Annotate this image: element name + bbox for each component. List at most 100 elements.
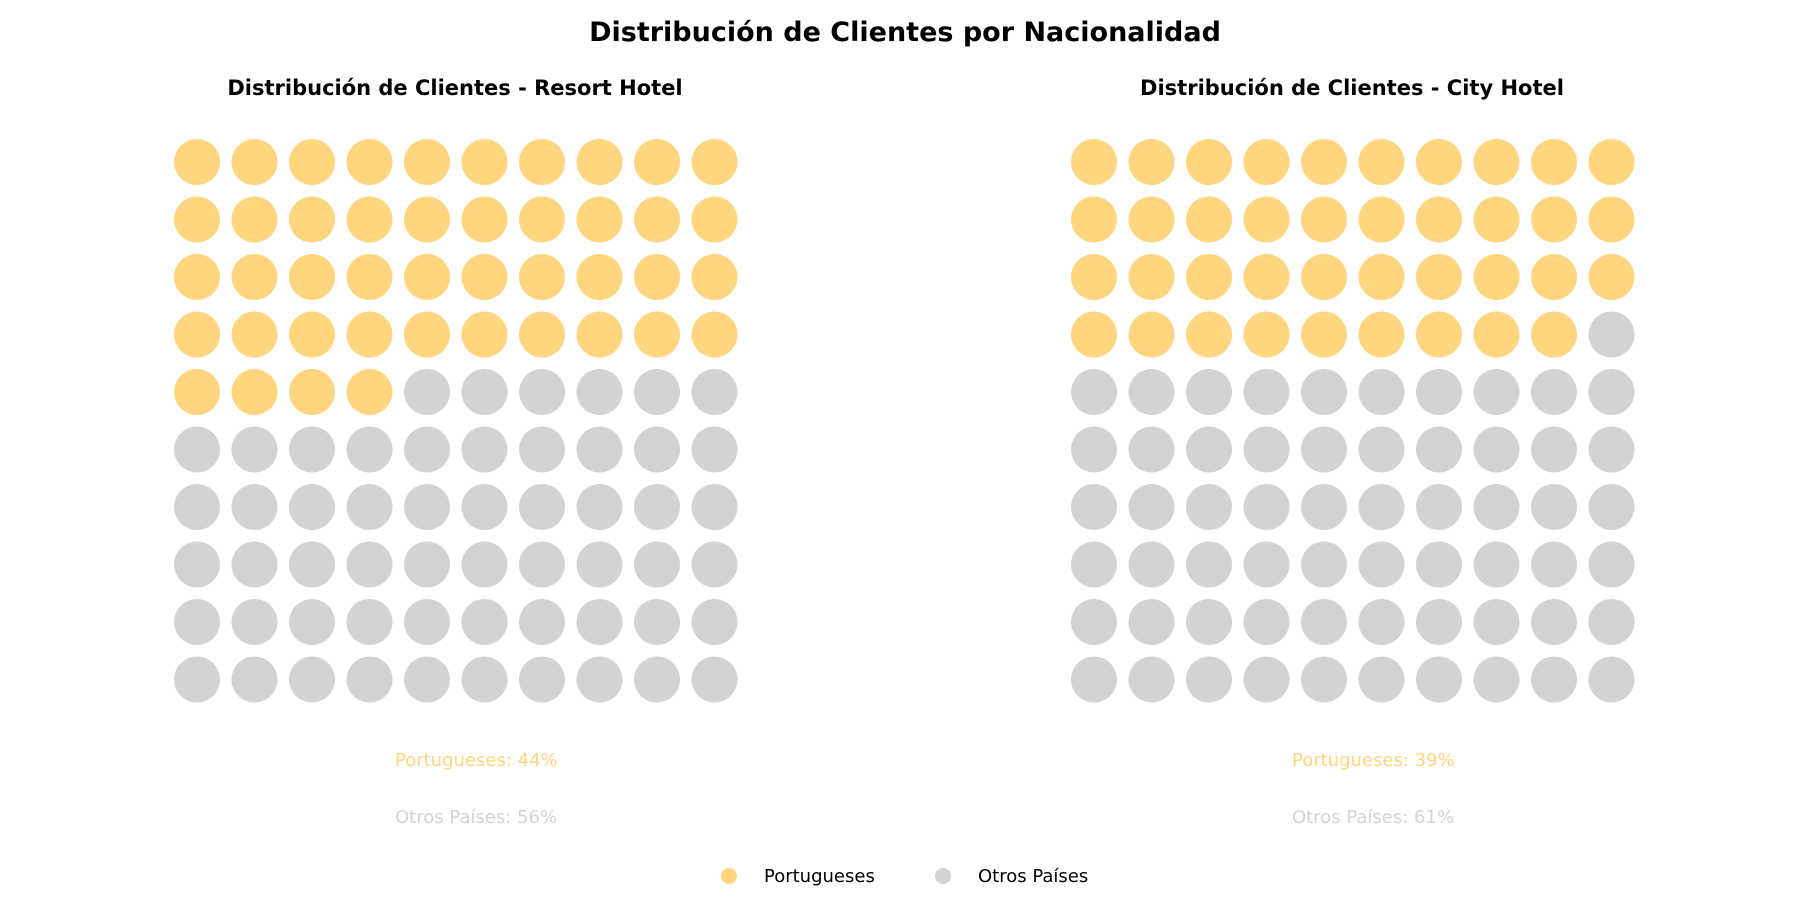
waffle-cell-portugueses	[1416, 311, 1462, 358]
waffle-cell-otros	[1243, 369, 1290, 415]
waffle-cell-portugueses	[1473, 139, 1520, 185]
waffle-cell-portugueses	[1473, 311, 1520, 358]
panel-title-city-hotel: Distribución de Clientes - City Hotel	[1140, 76, 1564, 100]
waffle-cell-otros	[1301, 656, 1347, 703]
waffle-cell-portugueses	[404, 311, 450, 358]
label-otros-resort: Otros Países: 56%	[395, 807, 557, 828]
waffle-cell-portugueses	[461, 196, 508, 243]
waffle-cell-otros	[1128, 656, 1175, 703]
waffle-cell-portugueses	[289, 369, 335, 415]
waffle-cell-otros	[174, 426, 220, 473]
waffle-cell-otros	[1071, 426, 1117, 473]
waffle-cell-portugueses	[1243, 139, 1290, 185]
waffle-cell-portugueses	[1186, 196, 1232, 243]
waffle-cell-portugueses	[404, 139, 450, 185]
waffle-cell-otros	[1588, 541, 1635, 588]
waffle-cell-otros	[519, 484, 565, 530]
waffle-cell-otros	[1416, 484, 1462, 530]
waffle-grid-city-hotel	[1071, 139, 1635, 703]
waffle-cell-portugueses	[1186, 311, 1232, 358]
waffle-cell-otros	[519, 599, 565, 645]
waffle-cell-portugueses	[691, 139, 738, 185]
waffle-cell-otros	[691, 541, 738, 588]
waffle-cell-otros	[346, 656, 393, 703]
waffle-cell-otros	[1531, 656, 1577, 703]
waffle-cell-otros	[1186, 369, 1232, 415]
waffle-cell-portugueses	[1416, 139, 1462, 185]
waffle-cell-otros	[1416, 369, 1462, 415]
waffle-cell-otros	[346, 426, 393, 473]
waffle-cell-otros	[1128, 541, 1175, 588]
waffle-cell-otros	[1358, 369, 1405, 415]
waffle-cell-otros	[1186, 656, 1232, 703]
waffle-cell-portugueses	[519, 311, 565, 358]
waffle-cell-portugueses	[1588, 196, 1635, 243]
waffle-cell-portugueses	[174, 369, 220, 415]
waffle-cell-portugueses	[1243, 311, 1290, 358]
waffle-cell-otros	[1473, 484, 1520, 530]
waffle-cell-portugueses	[289, 196, 335, 243]
waffle-cell-otros	[1358, 599, 1405, 645]
waffle-cell-otros	[634, 656, 680, 703]
waffle-cell-otros	[404, 656, 450, 703]
waffle-cell-otros	[231, 484, 278, 530]
waffle-cell-otros	[174, 656, 220, 703]
waffle-cell-portugueses	[519, 139, 565, 185]
waffle-cell-portugueses	[174, 139, 220, 185]
waffle-cell-portugueses	[1301, 254, 1347, 300]
waffle-grid-resort-hotel	[174, 139, 738, 703]
waffle-cell-otros	[1301, 369, 1347, 415]
waffle-cell-otros	[346, 541, 393, 588]
waffle-cell-otros	[1531, 541, 1577, 588]
waffle-cell-otros	[1416, 599, 1462, 645]
waffle-cell-otros	[634, 599, 680, 645]
waffle-cell-portugueses	[1531, 311, 1577, 358]
waffle-cell-otros	[404, 426, 450, 473]
label-otros-city: Otros Países: 61%	[1292, 807, 1454, 828]
waffle-cell-otros	[576, 656, 623, 703]
waffle-cell-portugueses	[576, 254, 623, 300]
waffle-cell-otros	[1473, 426, 1520, 473]
waffle-cell-portugueses	[1531, 196, 1577, 243]
waffle-cell-portugueses	[691, 254, 738, 300]
waffle-cell-portugueses	[1128, 311, 1175, 358]
waffle-cell-portugueses	[576, 311, 623, 358]
waffle-cell-otros	[231, 426, 278, 473]
waffle-cell-portugueses	[1416, 196, 1462, 243]
waffle-cell-portugueses	[1128, 139, 1175, 185]
waffle-cell-otros	[1186, 599, 1232, 645]
waffle-cell-otros	[519, 426, 565, 473]
waffle-cell-otros	[634, 369, 680, 415]
waffle-cell-portugueses	[576, 196, 623, 243]
waffle-cell-otros	[634, 484, 680, 530]
label-portugueses-resort: Portugueses: 44%	[395, 750, 558, 771]
waffle-cell-otros	[1243, 484, 1290, 530]
waffle-cell-otros	[1416, 656, 1462, 703]
waffle-cell-otros	[1301, 484, 1347, 530]
waffle-cell-otros	[231, 541, 278, 588]
waffle-cell-otros	[1128, 426, 1175, 473]
waffle-cell-portugueses	[461, 254, 508, 300]
waffle-cell-portugueses	[1071, 311, 1117, 358]
waffle-cell-otros	[1128, 484, 1175, 530]
waffle-cell-portugueses	[634, 196, 680, 243]
figure-title: Distribución de Clientes por Nacionalida…	[589, 17, 1221, 48]
waffle-cell-otros	[1588, 311, 1635, 358]
waffle-cell-portugueses	[1588, 254, 1635, 300]
waffle-cell-otros	[691, 484, 738, 530]
waffle-cell-otros	[1071, 541, 1117, 588]
waffle-cell-otros	[461, 484, 508, 530]
waffle-cell-otros	[1473, 656, 1520, 703]
waffle-cell-otros	[404, 369, 450, 415]
waffle-cell-portugueses	[691, 196, 738, 243]
waffle-cell-otros	[461, 369, 508, 415]
waffle-cell-otros	[404, 541, 450, 588]
waffle-cell-portugueses	[461, 139, 508, 185]
waffle-cell-portugueses	[346, 196, 393, 243]
waffle-cell-otros	[289, 656, 335, 703]
waffle-cell-portugueses	[1071, 196, 1117, 243]
waffle-cell-otros	[231, 656, 278, 703]
waffle-cell-otros	[691, 369, 738, 415]
waffle-cell-otros	[1186, 484, 1232, 530]
